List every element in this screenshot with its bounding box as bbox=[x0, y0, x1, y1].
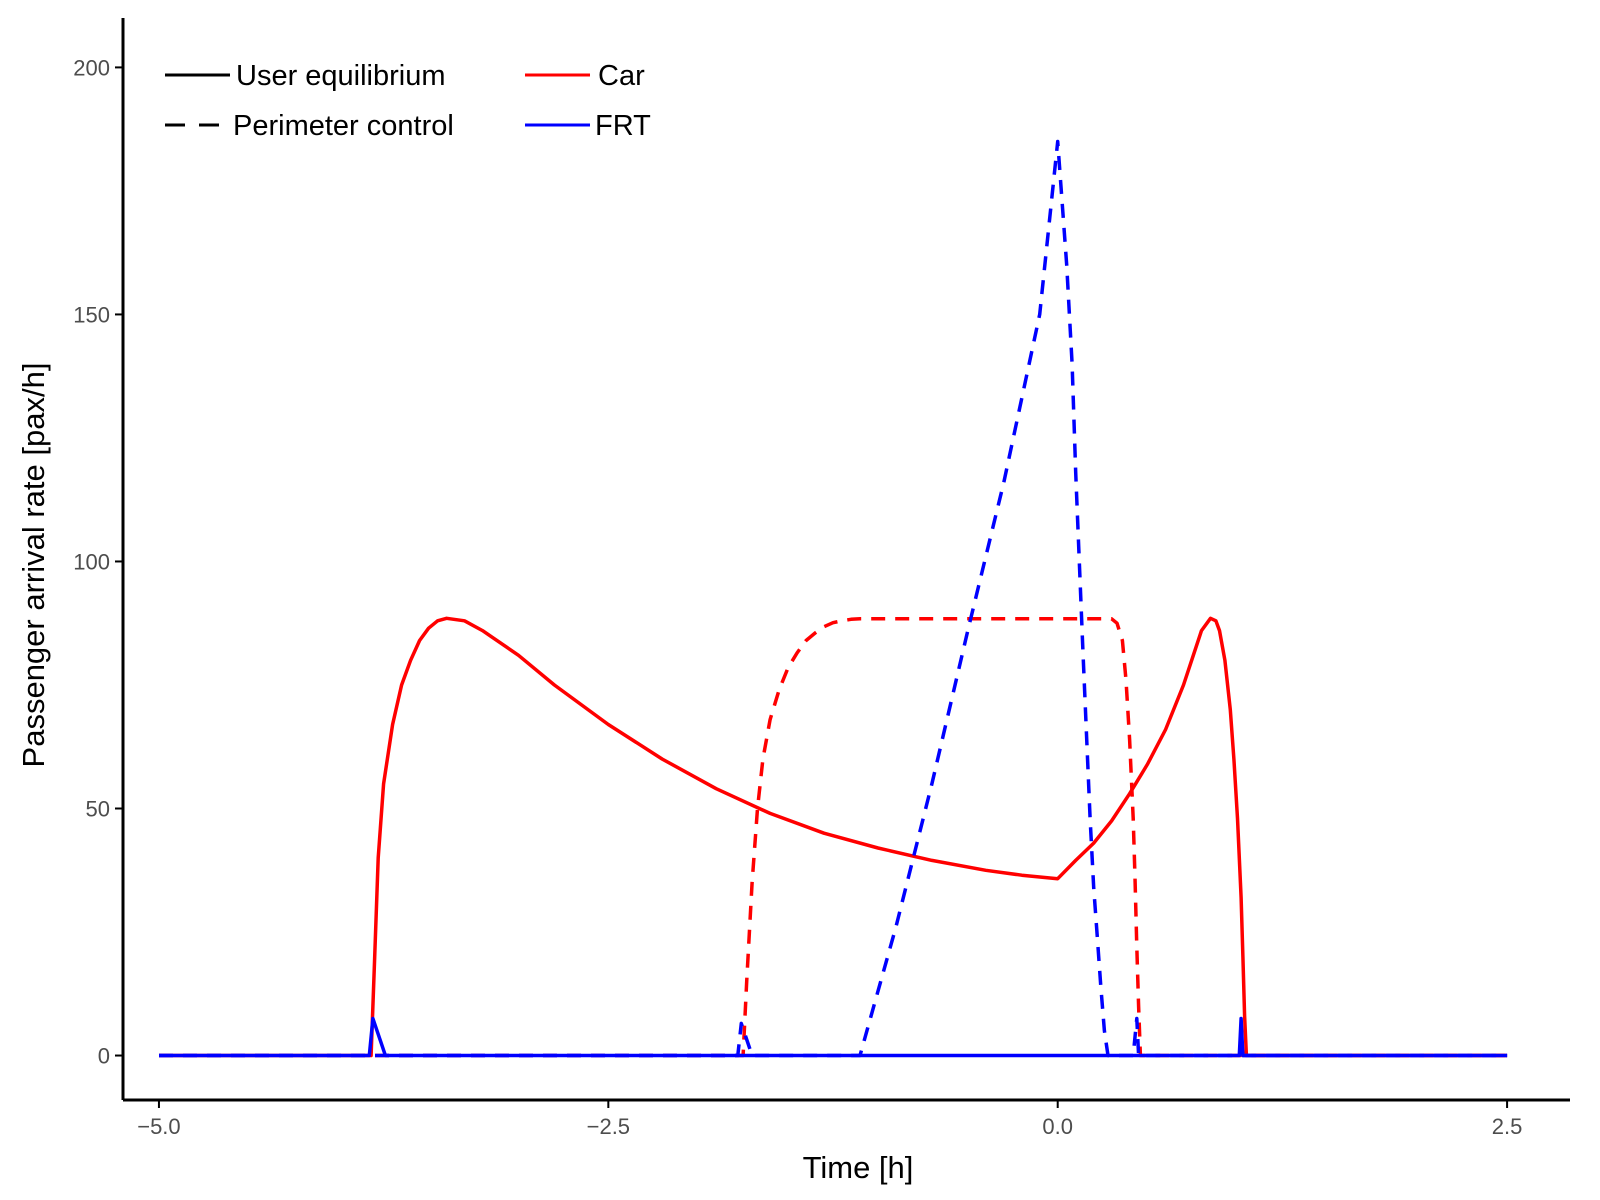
series-frt-perimeter-control bbox=[159, 139, 1508, 1058]
plot-lines bbox=[159, 139, 1508, 1058]
x-tick-label: 2.5 bbox=[1492, 1114, 1523, 1139]
legend-label-frt: FRT bbox=[595, 110, 651, 142]
y-ticks: 0 50 100 150 200 bbox=[73, 55, 123, 1069]
legend-label-perimeter-control: Perimeter control bbox=[233, 110, 454, 142]
x-ticks: −5.0 −2.5 0.0 2.5 bbox=[137, 1100, 1522, 1139]
y-tick-label: 0 bbox=[98, 1044, 110, 1069]
y-tick-label: 150 bbox=[73, 302, 110, 327]
legend-item-perimeter-control: Perimeter control bbox=[165, 110, 454, 142]
y-tick-label: 100 bbox=[73, 549, 110, 574]
series-car-perimeter-control bbox=[159, 617, 1508, 1058]
x-tick-label: −5.0 bbox=[137, 1114, 180, 1139]
series-car-user-equilibrium bbox=[159, 616, 1508, 1058]
y-axis: 0 50 100 150 200 bbox=[73, 18, 125, 1100]
series-frt-user-equilibrium bbox=[159, 1016, 1508, 1058]
legend-item-frt: FRT bbox=[525, 110, 651, 142]
legend-item-user-equilibrium: User equilibrium bbox=[165, 60, 446, 92]
y-tick-label: 200 bbox=[73, 55, 110, 80]
x-tick-label: −2.5 bbox=[587, 1114, 630, 1139]
legend-item-car: Car bbox=[525, 60, 645, 92]
y-tick-label: 50 bbox=[86, 797, 110, 822]
x-axis-title: Time [h] bbox=[803, 1150, 914, 1185]
x-axis: −5.0 −2.5 0.0 2.5 bbox=[123, 1098, 1570, 1139]
x-tick-label: 0.0 bbox=[1042, 1114, 1073, 1139]
legend-label-car: Car bbox=[598, 60, 645, 92]
legend-label-user-equilibrium: User equilibrium bbox=[236, 60, 446, 92]
legend: User equilibrium Perimeter control Car F… bbox=[165, 60, 651, 142]
y-axis-title: Passenger arrival rate [pax/h] bbox=[16, 363, 51, 768]
